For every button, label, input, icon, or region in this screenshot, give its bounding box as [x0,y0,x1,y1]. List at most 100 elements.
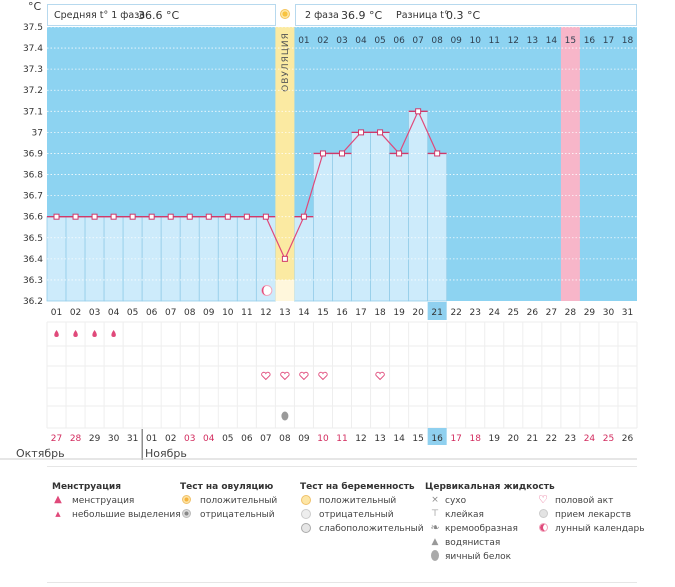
cycle-day-label: 27 [546,308,557,318]
cycle-day-label: 03 [89,308,100,318]
cycle-day-label: 24 [489,308,501,318]
data-point-marker [148,213,155,220]
cycle-day-label: 10 [222,308,234,318]
legend-bottom-divider [47,582,637,583]
calendar-day-label: 22 [546,434,557,444]
cycle-day-label: 21 [431,308,442,318]
phase2-day-label: 18 [622,36,634,46]
cycle-day-label: 09 [203,308,215,318]
cycle-day-label: 14 [298,308,310,318]
legend-top-divider [47,466,637,467]
y-tick-label: 36.6 [23,213,43,223]
ovtest-positive-icon [182,495,191,504]
data-point-marker [434,150,441,157]
ovtest-negative-icon [182,509,191,518]
cycle-day-label: 31 [622,308,633,318]
data-point-marker [110,213,117,220]
cycle-day-label: 22 [450,308,461,318]
ovulation-band [275,27,295,301]
cycle-day-label: 29 [584,308,596,318]
egg-white-icon [431,550,439,561]
calendar-day-label: 13 [374,434,385,444]
spotting-icon: ▲ [55,510,61,518]
cycle-day-label: 04 [108,308,120,318]
phase2-day-label: 01 [298,36,309,46]
calendar-day-label: 31 [127,434,138,444]
calendar-day-label: 04 [203,434,215,444]
phase2-day-label: 06 [393,36,405,46]
y-tick-label: 37.2 [23,86,43,96]
ovulation-label: ОВУЛЯЦИЯ [281,32,291,92]
y-tick-label: 36.5 [23,234,43,244]
temperature-bar [332,153,352,302]
temperature-bar [179,216,200,302]
calendar-day-label: 03 [184,434,195,444]
temperature-bar [427,153,448,302]
legend-item: прием лекарств [555,510,632,520]
dry-icon: × [431,495,439,505]
data-point-marker [319,150,326,157]
calendar-day-label: 28 [70,434,82,444]
calendar-day-label: 19 [489,434,501,444]
phase2-day-label: 03 [336,36,347,46]
legend-item: отрицательный [200,510,275,520]
y-tick-label: 36.7 [23,192,43,202]
data-point-marker [167,213,174,220]
cycle-day-label: 02 [70,308,81,318]
cycle-day-label: 16 [336,308,348,318]
phase1-label: Средняя t° 1 фаза [54,10,146,21]
calendar-day-label: 06 [241,434,253,444]
legend-item: клейкая [445,510,484,520]
data-point-marker [53,213,60,220]
cycle-day-label: 07 [165,308,176,318]
legend-ovtest-title: Тест на овуляцию [180,482,274,492]
data-point-marker [205,213,212,220]
phase2-day-label: 14 [546,36,558,46]
calendar-day-label: 24 [584,434,596,444]
y-tick-label: 37.1 [23,107,43,117]
legend-item: слабоположительный [319,524,424,534]
calendar-day-label: 26 [622,434,634,444]
legend-item: яичный белок [445,552,512,562]
calendar-day-label: 16 [431,434,443,444]
menstruation-icon [111,330,116,337]
calendar-day-label: 25 [603,434,614,444]
phase2-day-label: 10 [469,36,481,46]
heart-icon [299,371,309,381]
cycle-day-label: 08 [184,308,196,318]
cycle-day-label: 01 [51,308,62,318]
phase2-day-label: 04 [355,36,367,46]
phase2-day-label: 05 [374,36,385,46]
watery-icon: ▲ [431,537,439,547]
calendar-day-label: 01 [146,434,157,444]
heart-icon [318,371,328,381]
phase2-label: 2 фаза [305,10,339,21]
calendar-day-label: 05 [222,434,233,444]
cycle-day-label: 12 [260,308,271,318]
current-day-cell [427,302,447,320]
cycle-day-label: 13 [279,308,290,318]
calendar-day-label: 12 [355,434,366,444]
cycle-day-label: 20 [412,308,424,318]
cycle-day-label: 30 [603,308,615,318]
calendar-day-label: 21 [527,434,538,444]
legend-item: небольшие выделения [72,510,181,520]
data-point-marker [339,150,345,157]
menstruation-icon: ▲ [54,494,62,505]
phase2-summary: 2 фаза 36.9 °C Разница t° 0.3 °C [295,4,637,26]
y-tick-label: 36.2 [23,297,43,307]
legend-pregtest-title: Тест на беременность [300,482,415,492]
calendar-day-label: 11 [336,434,347,444]
legend-item: отрицательный [319,510,394,520]
y-tick-label: 36.3 [23,276,43,286]
pregtest-weak-icon [301,523,311,533]
phase2-day-label: 16 [584,36,596,46]
creamy-icon: ❧ [430,521,440,534]
bbt-chart: °C ОВУЛЯЦИЯ 37.5 37.4 37.3 37.2 37.1 37 36.9 36… [0,0,638,460]
calendar-day-label: 30 [108,434,120,444]
phase2-day-label: 15 [565,36,576,46]
heart-icon [261,371,271,381]
today-calendar-cell [427,428,447,445]
cycle-day-label: 11 [241,308,252,318]
phase1-value: 36.6 °C [138,9,180,22]
